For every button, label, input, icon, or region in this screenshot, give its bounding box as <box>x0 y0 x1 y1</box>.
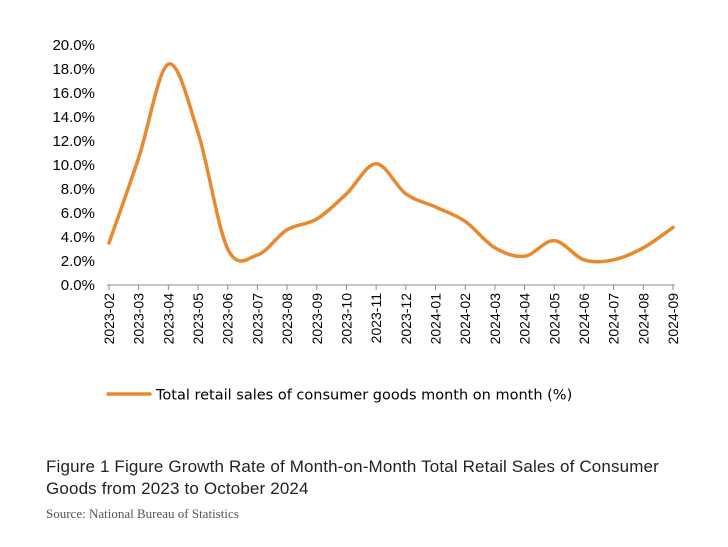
x-tick-label: 2024-09 <box>665 293 681 345</box>
x-tick-label: 2023-11 <box>368 293 384 344</box>
figure-source: Source: National Bureau of Statistics <box>46 506 239 521</box>
x-tick-label: 2023-02 <box>101 293 117 345</box>
x-tick-label: 2023-12 <box>398 293 414 345</box>
x-tick-label: 2023-09 <box>309 293 325 345</box>
y-tick-label: 2.0% <box>61 253 95 270</box>
y-tick-label: 12.0% <box>52 133 95 150</box>
x-tick-label: 2024-03 <box>487 293 503 345</box>
y-tick-label: 14.0% <box>52 109 95 126</box>
legend: Total retail sales of consumer goods mon… <box>106 388 572 404</box>
x-tick-label: 2024-04 <box>517 293 533 345</box>
y-tick-label: 4.0% <box>61 229 95 246</box>
x-tick-label: 2024-07 <box>606 293 622 345</box>
series-layer <box>107 62 675 264</box>
x-tick-label: 2023-07 <box>249 293 265 345</box>
x-tick-label: 2024-01 <box>428 293 444 345</box>
x-tick-label: 2024-08 <box>635 293 651 345</box>
x-tick-label: 2023-05 <box>190 293 206 345</box>
x-tick-label: 2023-04 <box>160 293 176 345</box>
y-axis: 0.0% 2.0% 4.0% 6.0% 8.0% 10.0% 12.0% 14.0% 16.0%… <box>52 37 95 294</box>
x-tick-label: 2023-08 <box>279 293 295 345</box>
y-tick-label: 10.0% <box>52 157 95 174</box>
x-tick-label: 2024-02 <box>457 293 473 345</box>
line-chart: 0.0% 2.0% 4.0% 6.0% 8.0% 10.0% 12.0% 14.0% 16.0%… <box>52 37 681 404</box>
x-tick-label: 2024-06 <box>576 293 592 345</box>
x-tick-label: 2023-10 <box>338 293 354 345</box>
y-tick-label: 8.0% <box>61 181 95 198</box>
y-tick-label: 20.0% <box>52 37 95 54</box>
legend-label: Total retail sales of consumer goods mon… <box>155 388 572 404</box>
y-tick-label: 0.0% <box>61 277 95 294</box>
figure-caption: Figure 1 Figure Growth Rate of Month-on-… <box>46 457 659 498</box>
x-tick-label: 2023-06 <box>220 293 236 345</box>
y-tick-label: 18.0% <box>52 61 95 78</box>
series-line <box>107 62 675 264</box>
x-tick-label: 2024-05 <box>546 293 562 345</box>
x-axis: 2023-02 2023-03 2023-04 2023-05 2023-06 2023-… <box>101 284 681 345</box>
y-tick-label: 16.0% <box>52 85 95 102</box>
x-tick-label: 2023-03 <box>131 293 147 345</box>
y-tick-label: 6.0% <box>61 205 95 222</box>
